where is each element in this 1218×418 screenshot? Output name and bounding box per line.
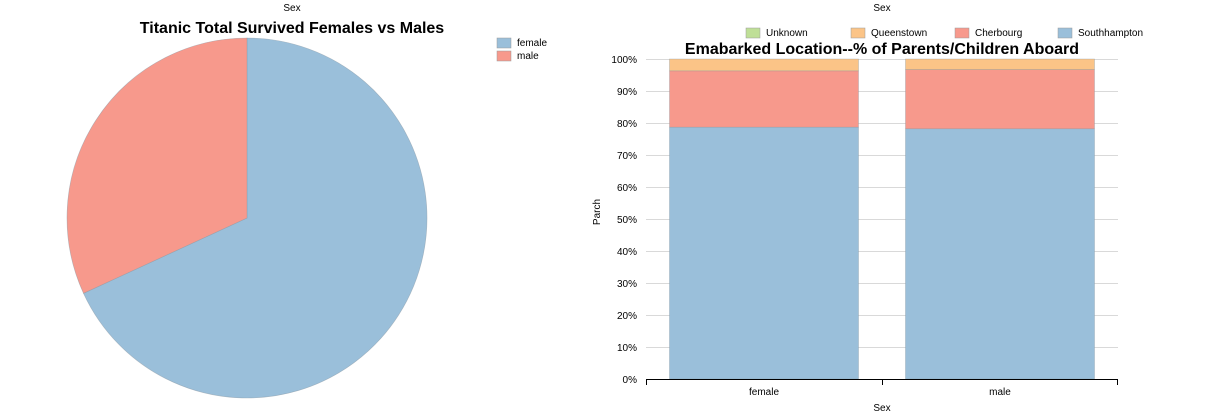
y-tick-label: 50% [617,215,637,226]
legend-label-male: male [517,51,539,62]
bar-male-Southhampton [905,128,1095,380]
bar-male-Queenstown [905,58,1095,70]
pie-chart: Sex Titanic Total Survived Females vs Ma… [66,3,547,399]
legend-swatch-male [496,50,512,62]
pie-slices [66,37,428,399]
x-axis-label: Sex [873,403,890,414]
legend-swatch-Southhampton [1057,27,1073,39]
y-tick-label: 90% [617,87,637,98]
y-tick-label: 80% [617,119,637,130]
bar-legend: Unknown Queenstown Cherbourg Southhampton [745,27,1143,39]
legend-swatch-Unknown [745,27,761,39]
legend-label-Unknown: Unknown [766,28,808,39]
bar-x-tick-labels: female male [749,387,1011,398]
legend-label-Southhampton: Southhampton [1078,28,1143,39]
bar-header: Sex [873,3,890,14]
pie-header: Sex [283,3,300,14]
pie-slice-male [66,37,248,294]
y-tick-label: 20% [617,311,637,322]
legend-label-Cherbourg: Cherbourg [975,28,1022,39]
bar-male-Cherbourg [905,69,1095,130]
y-tick-label: 70% [617,151,637,162]
y-tick-label: 40% [617,247,637,258]
legend-swatch-female [496,37,512,49]
pie-title: Titanic Total Survived Females vs Males [140,20,445,37]
bar-title: Emabarked Location--% of Parents/Childre… [685,41,1079,58]
pie-slice-female [83,37,428,399]
y-tick-label: 30% [617,279,637,290]
bar-y-ticks: 0% 10% 20% 30% 40% 50% 60% 70% 80% 90% 100% [611,55,637,386]
bar-female-Queenstown [669,58,859,72]
bar-stacks [669,58,1095,380]
pie-legend: female male [496,37,547,62]
legend-swatch-Queenstown [850,27,866,39]
x-tick-label-female: female [749,387,779,398]
legend-label-female: female [517,38,547,49]
bar-chart: Sex Unknown Queenstown Cherbourg Southhampt… [592,3,1143,414]
y-tick-label: 0% [623,375,638,386]
x-tick-label-male: male [989,387,1011,398]
legend-swatch-Cherbourg [954,27,970,39]
y-tick-label: 10% [617,343,637,354]
y-tick-label: 100% [611,55,637,66]
y-axis-label: Parch [592,199,603,225]
bar-female-Southhampton [669,126,859,380]
y-tick-label: 60% [617,183,637,194]
bar-female-Cherbourg [669,70,859,128]
legend-label-Queenstown: Queenstown [871,28,927,39]
